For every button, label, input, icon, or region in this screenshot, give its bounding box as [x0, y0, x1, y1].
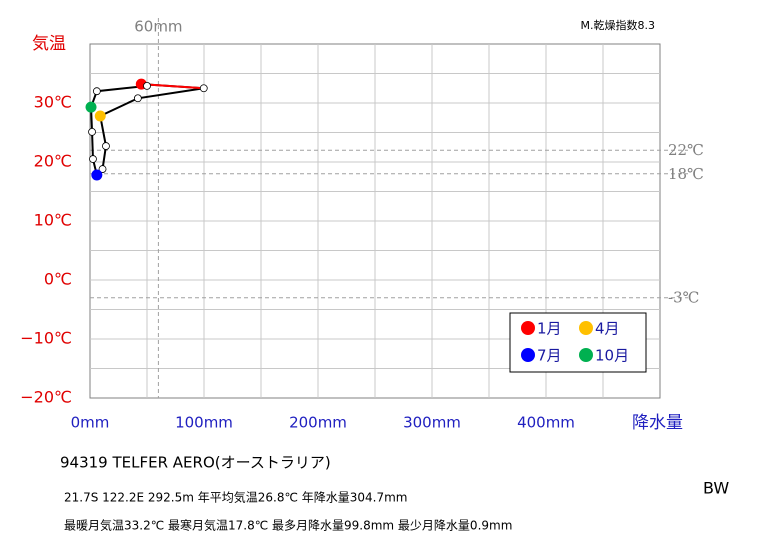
month-point	[88, 128, 96, 136]
legend-label: 1月	[537, 320, 562, 338]
x-axis-label: 降水量	[632, 413, 683, 433]
station: 94319 TELFER AERO(オーストラリア)	[60, 454, 331, 472]
x-tick-label: 400mm	[517, 414, 575, 432]
month-point	[92, 87, 101, 96]
legend-label: 7月	[537, 347, 562, 365]
reference-label: -3℃	[668, 289, 699, 307]
y-tick-label: 10℃	[34, 211, 72, 230]
month-point	[102, 142, 110, 150]
info-line: 最暖月気温33.2℃ 最寒月気温17.8℃ 最多月降水量99.8mm 最少月降水…	[64, 518, 512, 533]
legend-swatch	[579, 348, 593, 362]
legend-swatch	[579, 321, 593, 335]
y-tick-label: −20℃	[20, 388, 72, 407]
legend: 1月 4月 7月 10月	[509, 312, 647, 373]
month-point	[199, 84, 208, 93]
month-point	[94, 110, 106, 122]
month-point	[143, 81, 151, 90]
x-tick-label: 0mm	[71, 414, 110, 432]
month-point	[89, 155, 97, 163]
dryness-index: M.乾燥指数8.3	[581, 18, 655, 32]
x-tick-label: 200mm	[289, 414, 347, 432]
legend-label: 10月	[595, 347, 629, 365]
climate-code: BW	[703, 479, 729, 498]
y-tick-label: 20℃	[34, 152, 72, 171]
first-segment	[141, 83, 204, 90]
x-tick-label: 100mm	[175, 414, 233, 432]
reference-label: 60mm	[134, 18, 182, 36]
month-point	[133, 94, 142, 103]
y-tick-label: 0℃	[44, 270, 72, 289]
legend-swatch	[521, 321, 535, 335]
info-line: 21.7S 122.2E 292.5m 年平均気温26.8℃ 年降水量304.7…	[64, 490, 408, 505]
y-tick-label: −10℃	[20, 329, 72, 348]
x-tick-label: 300mm	[403, 414, 461, 432]
month-point	[98, 165, 107, 173]
y-axis-label: 気温	[32, 34, 66, 54]
legend-swatch	[521, 348, 535, 362]
reference-label: 18℃	[668, 165, 704, 183]
y-tick-label: 30℃	[34, 93, 72, 112]
month-point	[91, 169, 103, 181]
month-point	[85, 101, 97, 113]
legend-label: 4月	[595, 320, 620, 338]
reference-label: 22℃	[668, 141, 704, 159]
